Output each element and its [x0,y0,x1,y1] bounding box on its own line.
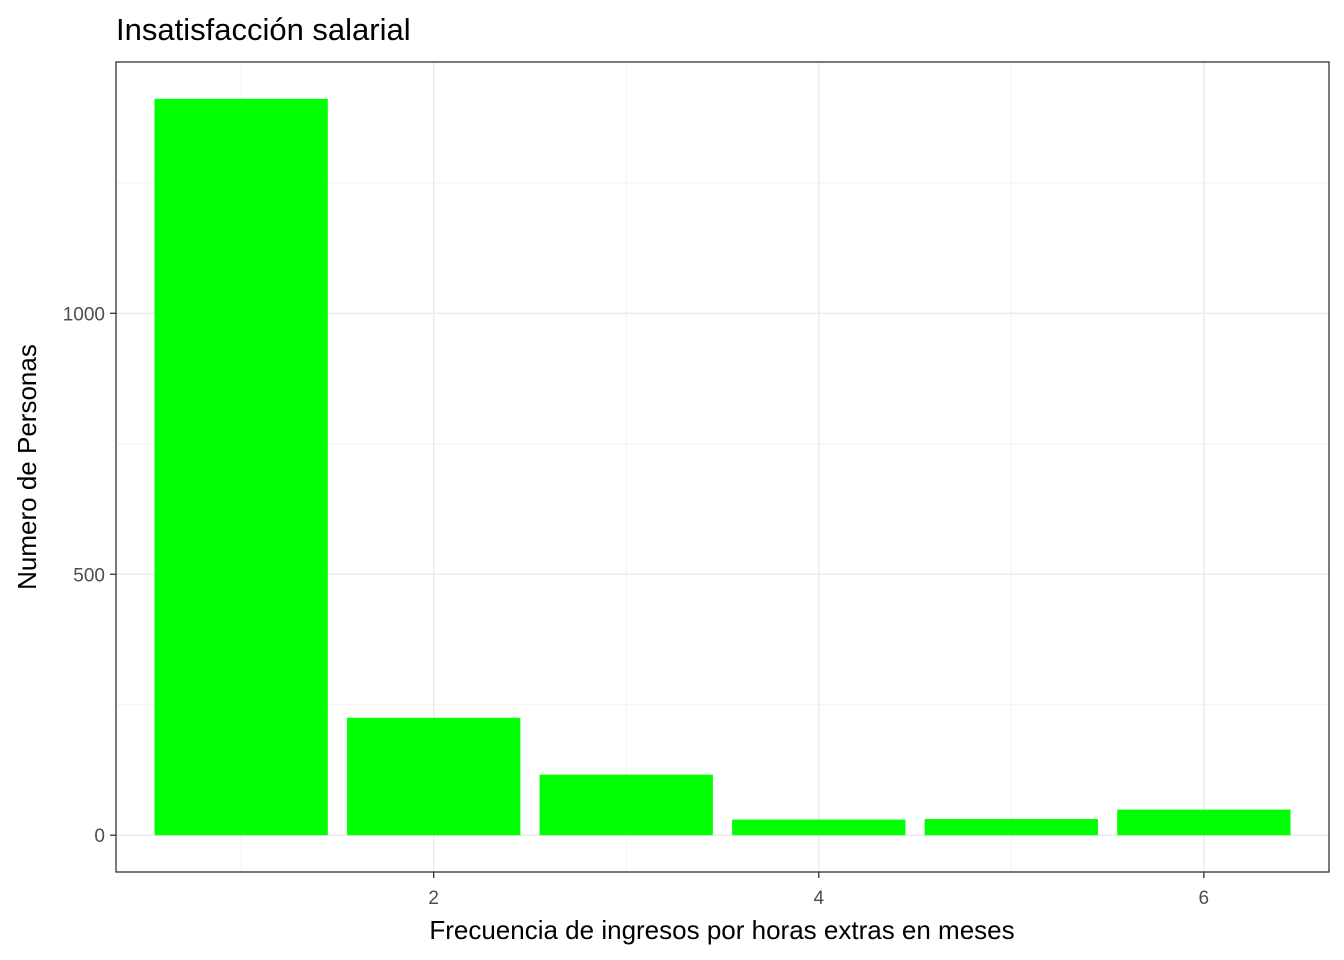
x-tick-label: 2 [428,888,439,909]
y-tick-label: 0 [94,826,105,847]
y-axis-title: Numero de Personas [12,344,42,590]
x-axis-title: Frecuencia de ingresos por horas extras … [429,915,1014,945]
bar-1 [154,98,328,836]
bar-4 [732,819,906,836]
y-tick-label: 500 [73,565,105,586]
axis-ticks: 0 500 1000 2 4 6 [63,304,1209,909]
bar-6 [1117,809,1291,836]
bar-5 [924,819,1098,836]
chart-title: Insatisfacción salarial [116,12,411,47]
bar-3 [539,774,713,836]
bar-2 [347,717,521,836]
x-tick-label: 4 [813,888,824,909]
plot-border [115,61,1330,873]
y-tick-label: 1000 [63,304,105,325]
x-tick-label: 6 [1199,888,1210,909]
bars [154,98,1291,836]
